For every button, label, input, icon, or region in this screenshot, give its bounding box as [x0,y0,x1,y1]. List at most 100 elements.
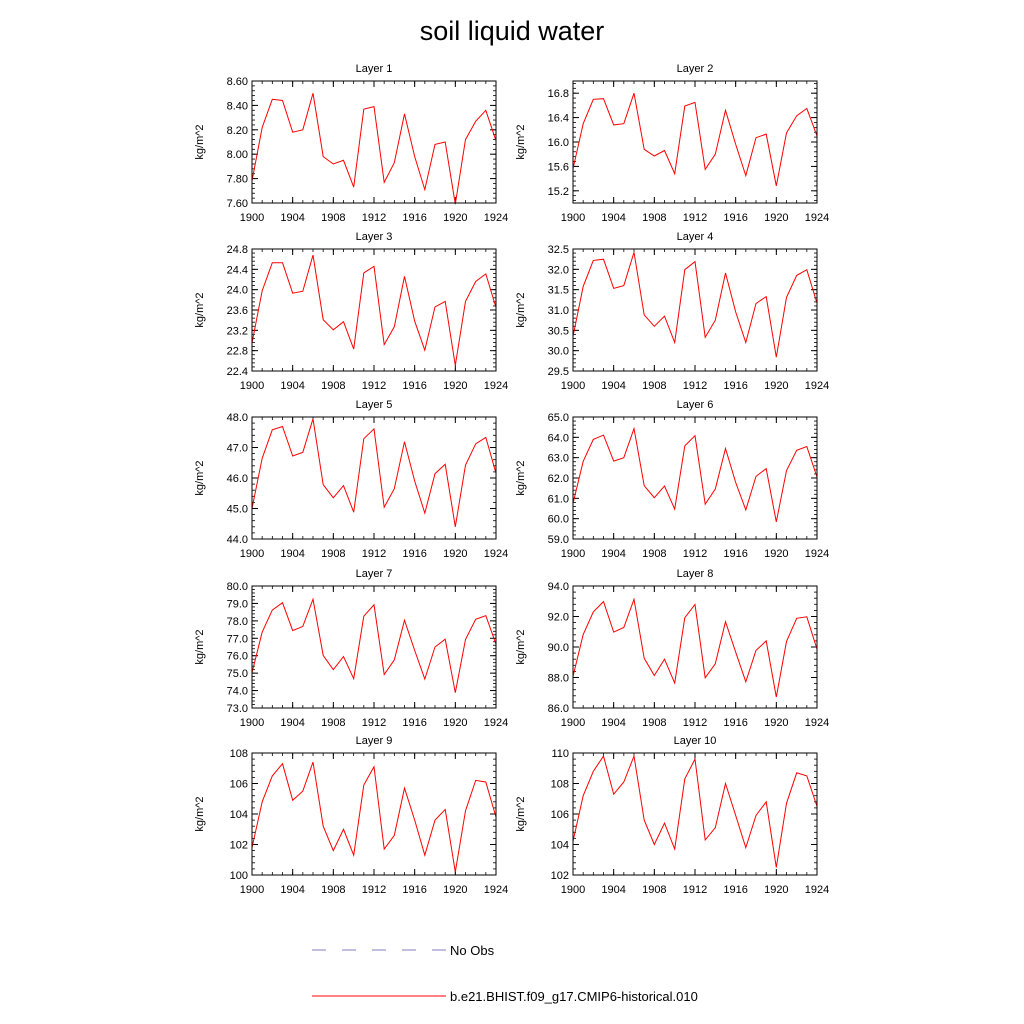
series-line-layer-9 [251,761,497,872]
x-tick-label: 1900 [561,212,585,224]
x-tick-label: 1912 [683,717,707,729]
y-tick-label: 15.6 [548,161,569,173]
panel-layer-6: Layer 6 kg/m^2 1900 1904 1908 1912 1916 1920 192… [515,399,829,560]
plot-frame [572,752,818,876]
series-line-layer-3 [251,254,497,366]
y-tick-label: 32.0 [548,264,569,276]
x-tick-label: 1924 [484,548,508,560]
panel-title: Layer 3 [356,231,393,243]
x-tick-label: 1908 [321,884,345,896]
y-tick-label: 22.8 [227,346,248,358]
y-tick-label: 76.0 [227,651,248,663]
x-tick-label: 1916 [723,884,747,896]
x-tick-label: 1916 [402,884,426,896]
x-tick-label: 1900 [240,380,264,392]
y-tick-label: 88.0 [548,673,569,685]
panel-grid: Layer 1 kg/m^2 1900 1904 1908 1912 1916 1920 192… [194,63,829,896]
x-tick-label: 1916 [723,212,747,224]
y-tick-label: 32.5 [548,244,569,256]
y-tick-label: 15.2 [548,186,569,198]
y-tick-label: 64.0 [548,432,569,444]
x-tick-label: 1924 [805,548,829,560]
y-tick-label: 46.0 [227,473,248,485]
x-tick-label: 1908 [642,380,666,392]
x-tick-label: 1912 [683,884,707,896]
x-tick-label: 1924 [805,884,829,896]
y-tick-label: 75.0 [227,668,248,680]
y-axis-label: kg/m^2 [515,796,527,831]
x-tick-label: 1908 [321,212,345,224]
x-tick-label: 1924 [805,380,829,392]
y-tick-label: 63.0 [548,453,569,465]
x-tick-label: 1904 [280,548,304,560]
y-tick-label: 110 [551,748,569,760]
x-tick-label: 1912 [362,884,386,896]
x-tick-label: 1920 [443,717,467,729]
y-tick-label: 44.0 [227,534,248,546]
x-tick-label: 1900 [561,884,585,896]
panel-layer-3: Layer 3 kg/m^2 1900 1904 1908 1912 1916 1920 192… [194,231,508,392]
x-tick-label: 1908 [642,717,666,729]
panel-layer-1: Layer 1 kg/m^2 1900 1904 1908 1912 1916 1920 192… [194,63,508,224]
x-tick-label: 1920 [764,717,788,729]
x-tick-label: 1924 [805,212,829,224]
y-axis-label: kg/m^2 [194,460,206,495]
x-tick-label: 1900 [240,717,264,729]
x-tick-label: 1924 [484,884,508,896]
y-axis-label: kg/m^2 [194,796,206,831]
plot-frame [251,585,497,709]
x-tick-label: 1924 [484,717,508,729]
y-axis-label: kg/m^2 [515,124,527,159]
x-tick-label: 1908 [321,548,345,560]
x-tick-label: 1920 [443,548,467,560]
y-tick-label: 102 [230,840,248,852]
x-tick-label: 1912 [362,380,386,392]
y-tick-label: 86.0 [548,703,569,715]
y-axis-label: kg/m^2 [194,292,206,327]
panel-layer-8: Layer 8 kg/m^2 1900 1904 1908 1912 1916 1920 192… [515,568,829,729]
x-tick-label: 1916 [402,380,426,392]
x-tick-label: 1916 [723,717,747,729]
y-tick-label: 61.0 [548,493,569,505]
series-line-layer-7 [251,597,497,693]
x-tick-label: 1916 [723,548,747,560]
y-tick-label: 108 [551,779,569,791]
y-tick-label: 47.0 [227,443,248,455]
x-tick-label: 1900 [240,212,264,224]
legend-model-label: b.e21.BHIST.f09_g17.CMIP6-historical.010 [450,989,698,1004]
panel-title: Layer 8 [677,568,714,580]
plot-frame [251,80,497,204]
x-tick-label: 1904 [601,884,625,896]
plot-frame [572,585,818,709]
panel-layer-2: Layer 2 kg/m^2 1900 1904 1908 1912 1916 1920 192… [515,63,829,224]
panel-layer-9: Layer 9 kg/m^2 1900 1904 1908 1912 1916 1920 192… [194,735,508,896]
y-tick-label: 48.0 [227,412,248,424]
figure-title: soil liquid water [420,16,605,46]
y-tick-label: 100 [230,870,248,882]
x-tick-label: 1904 [601,212,625,224]
series-line-layer-6 [572,426,818,522]
x-tick-label: 1908 [642,212,666,224]
plot-frame [251,752,497,876]
x-tick-label: 1916 [723,380,747,392]
panel-title: Layer 1 [356,63,393,75]
x-tick-label: 1924 [805,717,829,729]
y-tick-label: 73.0 [227,703,248,715]
x-tick-label: 1900 [561,380,585,392]
y-tick-label: 30.0 [548,346,569,358]
y-tick-label: 16.8 [548,88,569,100]
y-axis-label: kg/m^2 [515,292,527,327]
series-line-layer-2 [572,93,818,186]
panel-title: Layer 5 [356,399,393,411]
y-tick-label: 77.0 [227,633,248,645]
x-tick-label: 1904 [601,548,625,560]
legend-obs-label: No Obs [450,943,495,958]
x-tick-label: 1920 [764,380,788,392]
x-tick-label: 1920 [443,380,467,392]
panel-title: Layer 4 [677,231,714,243]
y-tick-label: 16.0 [548,137,569,149]
x-tick-label: 1904 [601,717,625,729]
x-tick-label: 1920 [764,884,788,896]
y-tick-label: 45.0 [227,504,248,516]
